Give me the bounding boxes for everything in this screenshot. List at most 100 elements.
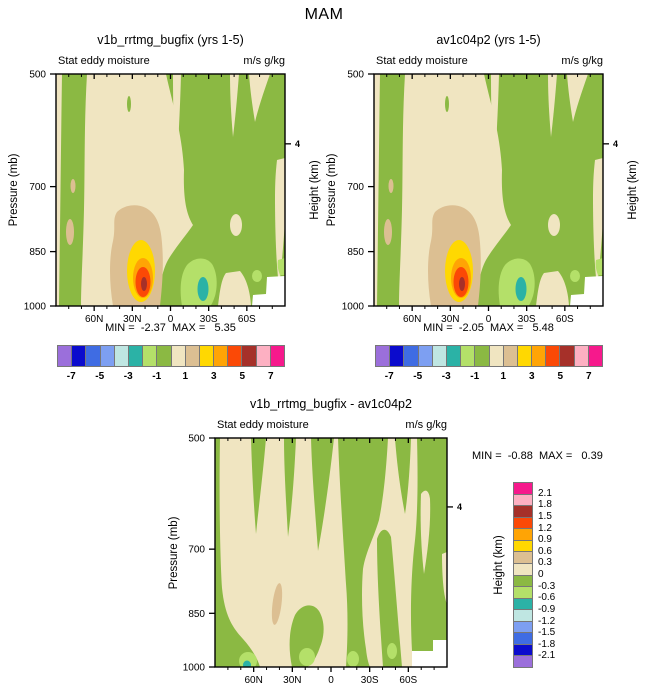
colorbar-tick-label: 5 (557, 371, 564, 382)
colorbar-cell-darkred (514, 506, 532, 518)
colorbar-tick-label: -0.9 (538, 603, 556, 615)
colorbar-labels-right: -7 -5 -3 -1 1 3 5 7 (375, 371, 603, 384)
figure-title: MAM (304, 6, 344, 23)
colorbar-left (57, 345, 285, 367)
colorbar-cell-purple (514, 656, 532, 667)
colorbar-tick-label: 0 (538, 569, 544, 580)
lat-tick-label: 0 (168, 314, 174, 325)
colorbar-diff (513, 482, 533, 668)
lat-tick-label: 30N (123, 314, 141, 325)
contour-fill-v1b (56, 74, 285, 306)
colorbar-cell-teal (514, 598, 532, 611)
colorbar-cell-orangered (514, 517, 532, 530)
colorbar-cell-darkblue (390, 346, 405, 366)
colorbar-cell-lightgreen (143, 346, 158, 366)
pressure-tick-label: 700 (188, 545, 205, 556)
height-tick-label: 4 (613, 139, 618, 149)
colorbar-tick-label: -0.3 (538, 580, 556, 592)
contour-plot-v1b: 500 700 850 1000 4 60N 30N 0 30S 60S (24, 70, 300, 326)
colorbar-tick-label: 0.3 (538, 557, 552, 569)
units-label-diff: m/s g/kg (405, 419, 447, 431)
colorbar-cell-orange (532, 346, 547, 366)
field-label-left: Stat eddy moisture (58, 55, 150, 67)
colorbar-tick-label: -5 (413, 371, 423, 382)
colorbar-cell-green (157, 346, 172, 366)
colorbar-cell-teal (446, 346, 462, 366)
colorbar-tick-label: 5 (239, 371, 246, 382)
colorbar-tick-label: 3 (210, 371, 217, 382)
colorbar-labels-left: -7 -5 -3 -1 1 3 5 7 (57, 371, 285, 384)
lat-tick-label: 60N (244, 675, 262, 686)
colorbar-tick-label: -7 (384, 371, 394, 382)
colorbar-labels-diff: 2.1 1.8 1.5 1.2 0.9 0.6 0.3 0 -0.3 -0.6 -0.9 -1.2 -1… (538, 482, 568, 668)
colorbar-cell-yellow (514, 540, 532, 553)
colorbar-cell-darkblue (72, 346, 87, 366)
lat-tick-label: 60N (85, 314, 103, 325)
lat-tick-label: 30S (518, 314, 536, 325)
colorbar-tick-label: 2.1 (538, 487, 552, 499)
field-label-diff: Stat eddy moisture (217, 419, 309, 431)
lat-tick-label: 30S (200, 314, 218, 325)
colorbar-tick-label: -1 (470, 371, 480, 382)
colorbar-cell-magenta (514, 483, 532, 495)
height-axis-label-diff: Height (km) (493, 535, 505, 595)
colorbar-cell-tan (503, 346, 518, 366)
pressure-tick-label: 1000 (342, 302, 365, 313)
contour-fill-av1c (374, 74, 603, 306)
colorbar-cell-orange (214, 346, 229, 366)
colorbar-tick-label: -5 (95, 371, 105, 382)
pressure-tick-label: 850 (188, 609, 205, 620)
colorbar-cell-purple (58, 346, 73, 366)
colorbar-tick-label: 7 (267, 371, 274, 382)
colorbar-cell-orangered (546, 346, 561, 366)
colorbar-tick-label: 0.6 (538, 545, 552, 557)
colorbar-cell-orange (514, 529, 532, 541)
colorbar-tick-label: -1 (152, 371, 162, 382)
colorbar-tick-label: 1.5 (538, 510, 552, 522)
colorbar-tick-label: -3 (123, 371, 133, 382)
colorbar-cell-pink (256, 346, 271, 366)
pressure-axis-label-diff: Pressure (mb) (168, 516, 180, 590)
height-axis-label-left: Height (km) (309, 160, 321, 220)
colorbar-cell-lightblue (514, 621, 532, 634)
height-axis-label-right: Height (km) (627, 160, 639, 220)
colorbar-tick-label: 1 (500, 371, 507, 382)
axis-ticks: 500 700 850 1000 4 60N 30N 0 30S 60S (183, 434, 462, 687)
pressure-tick-label: 850 (29, 247, 46, 258)
pressure-tick-label: 700 (347, 182, 364, 193)
colorbar-cell-darkred (560, 346, 575, 366)
pressure-tick-label: 500 (188, 434, 205, 445)
units-label-left: m/s g/kg (243, 55, 285, 67)
colorbar-cell-tan (185, 346, 200, 366)
colorbar-cell-yellow (517, 346, 533, 366)
contour-plot-av1c: 500 700 850 1000 4 60N 30N 0 30S 60S (342, 70, 618, 326)
colorbar-tick-label: -0.6 (538, 592, 556, 604)
colorbar-cell-pink (514, 494, 532, 507)
colorbar-cell-yellow (199, 346, 215, 366)
colorbar-cell-magenta (588, 346, 602, 366)
contour-fill-diff (215, 438, 447, 667)
colorbar-cell-green (514, 575, 532, 588)
colorbar-cell-blue (86, 346, 101, 366)
colorbar-cell-lightgreen (461, 346, 476, 366)
axis-ticks: 500 700 850 1000 4 60N 30N 0 30S 60S (24, 70, 300, 326)
pressure-tick-label: 700 (29, 182, 46, 193)
colorbar-cell-magenta (270, 346, 284, 366)
colorbar-tick-label: -1.2 (538, 615, 556, 627)
colorbar-cell-darkred (242, 346, 257, 366)
pressure-tick-label: 500 (29, 70, 46, 81)
pressure-tick-label: 1000 (24, 302, 47, 313)
colorbar-tick-label: 3 (528, 371, 535, 382)
lat-tick-label: 0 (328, 675, 334, 686)
lat-tick-label: 30S (361, 675, 379, 686)
colorbar-tick-label: -3 (441, 371, 451, 382)
lat-tick-label: 30N (283, 675, 301, 686)
colorbar-cell-pink (574, 346, 589, 366)
pressure-tick-label: 850 (347, 247, 364, 258)
panel-title-diff: v1b_rrtmg_bugfix - av1c04p2 (250, 397, 412, 411)
pressure-axis-label-right: Pressure (mb) (326, 153, 338, 227)
pressure-tick-label: 1000 (183, 663, 206, 674)
colorbar-tick-label: 1.8 (538, 499, 552, 511)
field-label-right: Stat eddy moisture (376, 55, 468, 67)
